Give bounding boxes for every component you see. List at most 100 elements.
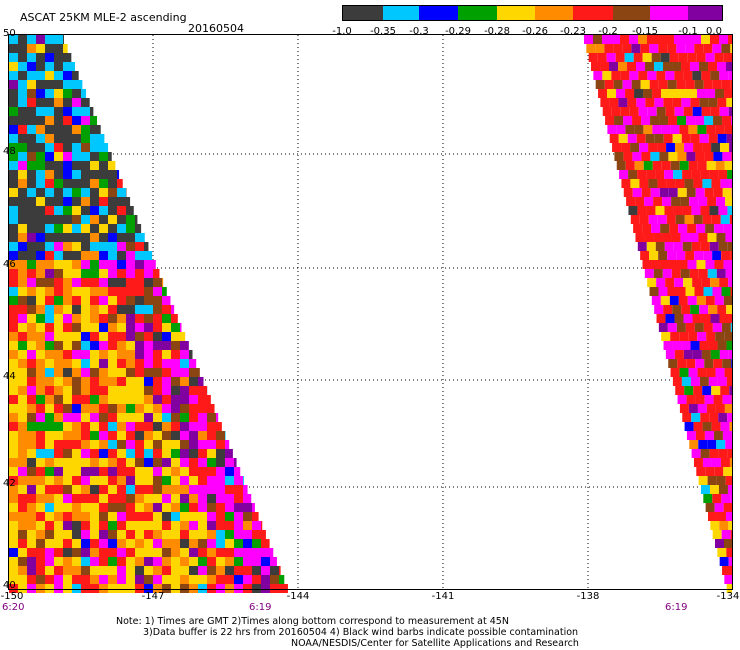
swath-pixel <box>673 170 683 179</box>
swath-pixel <box>672 377 682 386</box>
swath-pixel <box>684 386 694 395</box>
swath-pixel <box>234 548 243 557</box>
swath-pixel <box>674 314 684 323</box>
swath-pixel <box>717 548 727 557</box>
swath-pixel <box>126 404 135 413</box>
swath-pixel <box>667 251 677 260</box>
swath-pixel <box>126 359 135 368</box>
swath-pixel <box>72 521 81 530</box>
swath-pixel <box>700 170 710 179</box>
swath-pixel <box>108 224 117 233</box>
swath-pixel <box>671 197 681 206</box>
swath-pixel <box>663 305 673 314</box>
swath-pixel <box>9 386 18 395</box>
swath-pixel <box>664 170 674 179</box>
swath-pixel <box>723 224 732 233</box>
swath-pixel <box>27 386 36 395</box>
swath-pixel <box>704 395 714 404</box>
swath-pixel <box>72 323 81 332</box>
swath-pixel <box>72 395 81 404</box>
swath-pixel <box>63 512 72 521</box>
swath-pixel <box>63 395 72 404</box>
swath-pixel <box>54 440 63 449</box>
swath-pixel <box>671 269 681 278</box>
swath-pixel <box>591 62 601 71</box>
swath-pixel <box>117 305 126 314</box>
lon-label: -134 <box>716 591 740 602</box>
swath-pixel <box>698 440 708 449</box>
swath-pixel <box>718 449 728 458</box>
swath-pixel <box>679 125 689 134</box>
swath-pixel <box>651 224 661 233</box>
swath-pixel <box>730 80 732 89</box>
swath-pixel <box>189 494 198 503</box>
swath-pixel <box>54 197 63 206</box>
swath-pixel <box>81 386 90 395</box>
swath-pixel <box>117 395 126 404</box>
swath-pixel <box>641 152 651 161</box>
swath-pixel <box>81 503 90 512</box>
swath-pixel <box>171 359 180 368</box>
swath-pixel <box>126 521 135 530</box>
lon-label: -144 <box>286 591 310 602</box>
swath-pixel <box>90 125 99 134</box>
swath-pixel <box>729 215 732 224</box>
swath-pixel <box>54 233 63 242</box>
swath-pixel <box>699 98 709 107</box>
swath-pixel <box>54 44 63 53</box>
swath-pixel <box>63 44 68 53</box>
swath-pixel <box>706 404 716 413</box>
swath-pixel <box>45 359 54 368</box>
swath-pixel <box>45 251 54 260</box>
swath-pixel <box>663 134 673 143</box>
swath-pixel <box>162 395 171 404</box>
swath-pixel <box>645 134 655 143</box>
swath-pixel <box>687 260 697 269</box>
swath-pixel <box>714 503 724 512</box>
swath-pixel <box>27 242 36 251</box>
swath-pixel <box>117 287 126 296</box>
swath-pixel <box>63 449 72 458</box>
swath-pixel <box>144 314 153 323</box>
swath-pixel <box>693 422 703 431</box>
swath-pixel <box>699 377 709 386</box>
swath-pixel <box>189 386 198 395</box>
swath-pixel <box>45 206 54 215</box>
swath-pixel <box>642 224 652 233</box>
swath-pixel <box>9 260 18 269</box>
swath-pixel <box>54 494 63 503</box>
swath-pixel <box>692 71 702 80</box>
swath-pixel <box>9 323 18 332</box>
swath-pixel <box>648 215 658 224</box>
swath-pixel <box>45 89 54 98</box>
swath-pixel <box>27 404 36 413</box>
swath-pixel <box>171 323 180 332</box>
swath-pixel <box>216 440 225 449</box>
swath-pixel <box>699 305 709 314</box>
swath-pixel <box>72 548 81 557</box>
swath-pixel <box>727 242 732 251</box>
swath-pixel <box>666 179 676 188</box>
swath-pixel <box>63 584 72 593</box>
swath-pixel <box>63 161 72 170</box>
swath-pixel <box>36 188 45 197</box>
swath-pixel <box>666 215 676 224</box>
swath-pixel <box>135 359 144 368</box>
swath-pixel <box>9 485 18 494</box>
swath-pixel <box>117 557 126 566</box>
swath-pixel <box>723 503 732 512</box>
swath-pixel <box>108 422 117 431</box>
swath-pixel <box>593 71 603 80</box>
swath-pixel <box>18 98 27 107</box>
swath-pixel <box>81 296 90 305</box>
swath-pixel <box>665 278 675 287</box>
swath-pixel <box>27 197 36 206</box>
swath-pixel <box>135 557 144 566</box>
swath-pixel <box>727 485 732 494</box>
swath-pixel <box>683 107 693 116</box>
swath-pixel <box>117 422 126 431</box>
swath-pixel <box>611 71 621 80</box>
swath-pixel <box>261 584 270 593</box>
swath-pixel <box>18 125 27 134</box>
swath-pixel <box>153 332 162 341</box>
